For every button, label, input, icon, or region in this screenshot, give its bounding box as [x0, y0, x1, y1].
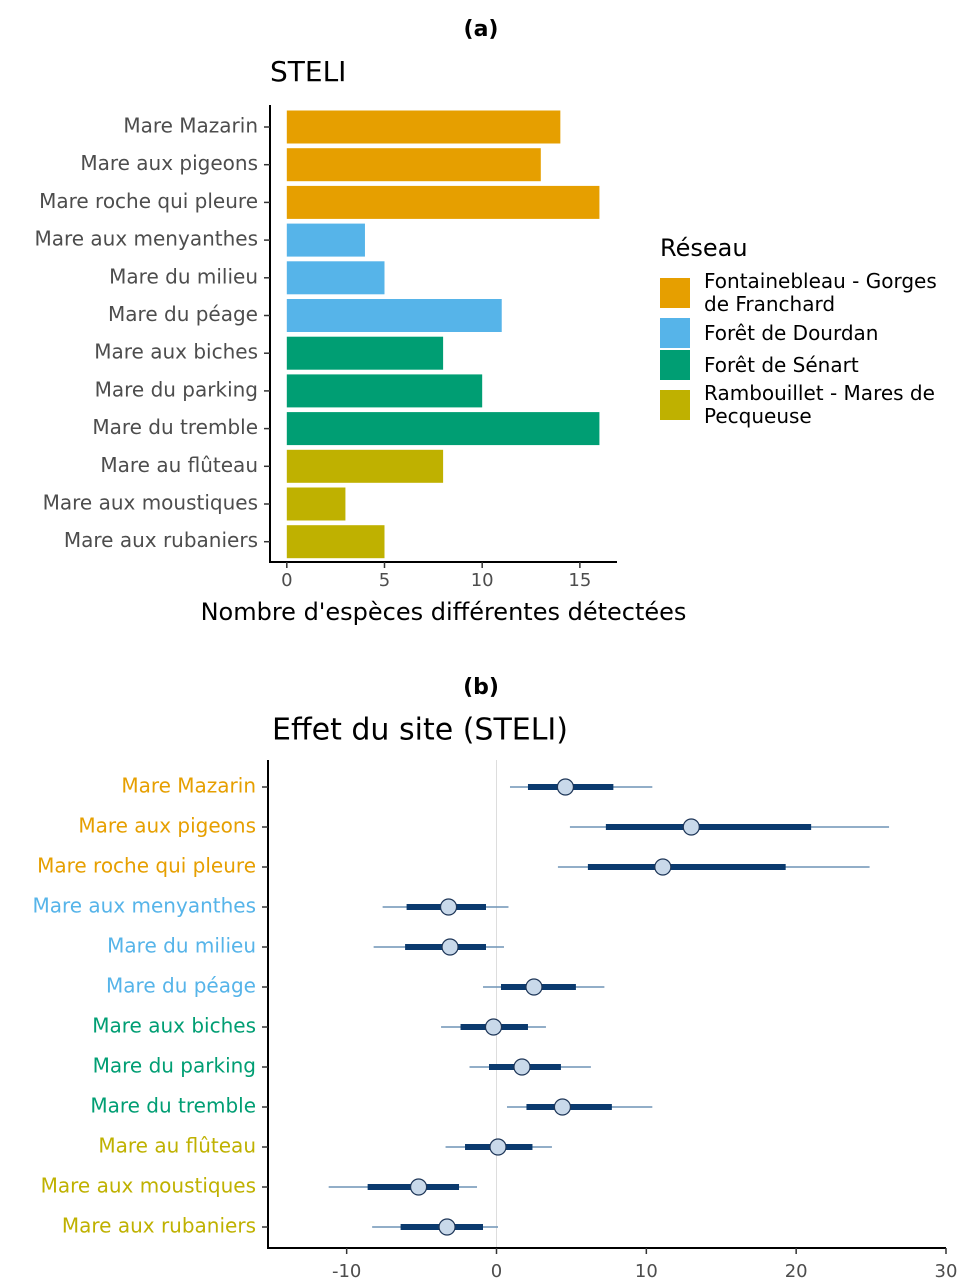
- legend-label: Fontainebleau - Gorges de Franchard: [704, 269, 937, 316]
- bar: [286, 299, 502, 332]
- panel-label: (b): [463, 675, 499, 700]
- y-tick-label: Mare aux rubaniers: [64, 528, 258, 552]
- x-tick-label: 10: [471, 570, 494, 591]
- y-tick-label: Mare Mazarin: [121, 774, 256, 798]
- legend-item: Forêt de Sénart: [660, 350, 950, 380]
- legend-title: Réseau: [660, 234, 748, 262]
- x-tick-label: 15: [568, 570, 591, 591]
- y-tick-label: Mare aux menyanthes: [32, 894, 256, 918]
- y-tick-label: Mare aux pigeons: [80, 151, 258, 175]
- y-tick-label: Mare roche qui pleure: [39, 189, 258, 213]
- y-tick-label: Mare aux rubaniers: [62, 1214, 256, 1238]
- x-tick-label: -10: [332, 1261, 361, 1281]
- y-tick-label: Mare du parking: [93, 1054, 256, 1078]
- y-tick-label: Mare aux moustiques: [43, 491, 258, 515]
- y-tick-label: Mare aux moustiques: [41, 1174, 256, 1198]
- y-tick-label: Mare du milieu: [109, 264, 258, 288]
- bar: [286, 261, 385, 295]
- y-tick-label: Mare aux pigeons: [78, 814, 256, 838]
- y-tick-label: Mare du péage: [108, 302, 258, 326]
- y-tick-label: Mare aux biches: [94, 340, 258, 364]
- legend-label: Forêt de Dourdan: [704, 320, 879, 345]
- point: [489, 1138, 507, 1156]
- bar: [286, 110, 561, 144]
- bar: [286, 412, 600, 446]
- x-tick-label: 30: [935, 1261, 958, 1281]
- legend-label: Forêt de Sénart: [704, 352, 859, 377]
- x-tick-label: 20: [785, 1261, 808, 1281]
- point: [441, 938, 459, 956]
- legend-item: Rambouillet - Mares de Pecqueuse: [660, 382, 950, 428]
- x-tick-label: 0: [491, 1261, 502, 1281]
- y-tick-label: Mare du tremble: [90, 1094, 256, 1118]
- chart-title: STELI: [270, 55, 346, 88]
- y-tick-label: Mare Mazarin: [123, 114, 258, 138]
- y-tick-label: Mare au flûteau: [98, 1134, 256, 1158]
- y-tick-label: Mare du tremble: [92, 415, 258, 439]
- y-tick-label: Mare roche qui pleure: [37, 854, 256, 878]
- bar: [286, 336, 444, 370]
- legend-label: Rambouillet - Mares de Pecqueuse: [704, 381, 935, 428]
- chart-title: Effet du site (STELI): [272, 713, 568, 748]
- legend-item: Fontainebleau - Gorges de Franchard: [660, 270, 950, 316]
- y-tick-label: Mare aux biches: [92, 1014, 256, 1038]
- bar: [286, 185, 600, 219]
- x-tick-label: 5: [379, 570, 390, 591]
- legend-key: [660, 350, 690, 380]
- legend-key: [660, 278, 690, 308]
- point: [484, 1018, 503, 1036]
- point: [654, 858, 672, 876]
- x-tick-label: 10: [635, 1261, 658, 1281]
- panel-label: (a): [464, 17, 499, 42]
- point: [553, 1098, 572, 1116]
- legend-key: [660, 390, 690, 420]
- y-tick-label: Mare aux menyanthes: [34, 227, 258, 251]
- bar: [286, 487, 346, 521]
- x-axis-label: Nombre d'espèces différentes détectées: [201, 598, 687, 626]
- bar: [286, 148, 541, 182]
- bar: [286, 525, 385, 559]
- y-tick-label: Mare du péage: [106, 974, 256, 998]
- bar: [286, 449, 444, 483]
- legend: Réseau Fontainebleau - Gorges de Francha…: [660, 234, 950, 430]
- bar: [286, 374, 483, 408]
- bar: [286, 223, 365, 257]
- y-tick-label: Mare au flûteau: [100, 453, 258, 477]
- y-tick-label: Mare du milieu: [107, 934, 256, 958]
- point: [682, 818, 700, 836]
- point: [513, 1058, 531, 1076]
- legend-key: [660, 318, 690, 348]
- point: [556, 778, 575, 796]
- point: [439, 898, 458, 916]
- point: [438, 1218, 456, 1236]
- point: [525, 978, 543, 996]
- x-tick-label: 0: [281, 570, 292, 591]
- y-tick-label: Mare du parking: [95, 377, 258, 401]
- legend-item: Forêt de Dourdan: [660, 318, 950, 348]
- point: [409, 1178, 428, 1196]
